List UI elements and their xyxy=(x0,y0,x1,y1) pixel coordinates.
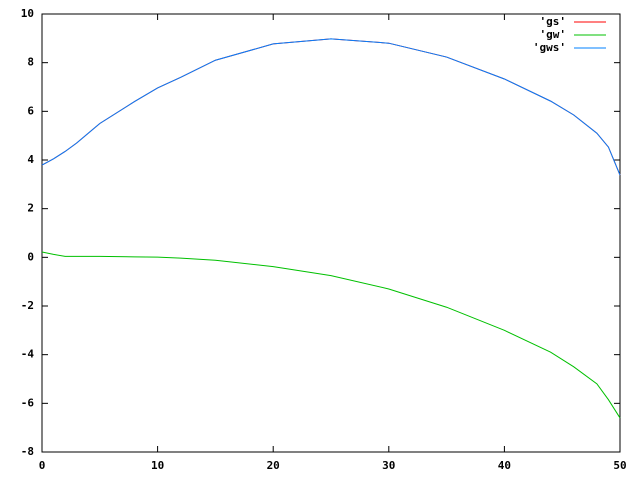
y-tick-label: 8 xyxy=(27,56,34,69)
y-tick-label: -8 xyxy=(21,445,34,458)
legend-label: 'gws' xyxy=(533,41,566,54)
series-line xyxy=(41,251,621,419)
x-tick-label: 30 xyxy=(382,459,395,472)
x-tick-label: 50 xyxy=(613,459,626,472)
y-tick-label: 0 xyxy=(27,250,34,263)
y-tick-label: 6 xyxy=(27,104,34,117)
legend-label: 'gw' xyxy=(540,28,567,41)
x-tick-label: 0 xyxy=(39,459,46,472)
series-line xyxy=(41,38,621,176)
x-tick-label: 20 xyxy=(267,459,280,472)
y-tick-label: 10 xyxy=(21,7,34,20)
y-tick-label: 2 xyxy=(27,202,34,215)
y-tick-label: 4 xyxy=(27,153,34,166)
y-tick-label: -6 xyxy=(21,396,35,409)
series-line xyxy=(41,38,621,176)
plot-frame xyxy=(41,13,621,453)
x-tick-label: 40 xyxy=(498,459,511,472)
y-tick-label: -2 xyxy=(21,299,34,312)
legend-label: 'gs' xyxy=(540,15,567,28)
x-tick-label: 10 xyxy=(151,459,164,472)
y-tick-label: -4 xyxy=(21,348,35,361)
